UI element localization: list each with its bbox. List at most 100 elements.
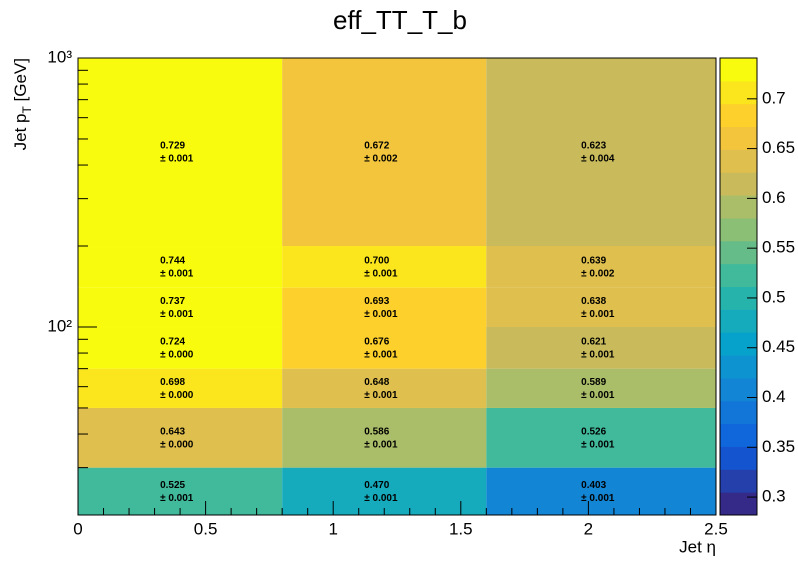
cell <box>282 368 487 408</box>
cell <box>282 467 487 515</box>
cell-value: 0.526 <box>581 426 606 437</box>
x-tick-label: 0 <box>73 519 82 538</box>
cell-value: 0.643 <box>160 426 185 437</box>
z-tick-label: 0.65 <box>762 138 795 157</box>
x-tick-label: 1.5 <box>449 519 473 538</box>
y-label-sub: T <box>20 106 34 114</box>
color-band <box>720 80 757 105</box>
z-tick-label: 0.3 <box>762 487 786 506</box>
cell-value: 0.470 <box>364 480 389 491</box>
x-tick-label: 2.5 <box>704 519 728 538</box>
cell-error: ± 0.001 <box>160 309 194 320</box>
cell-error: ± 0.004 <box>581 154 615 165</box>
color-band <box>720 469 757 493</box>
cell-error: ± 0.001 <box>160 268 194 279</box>
cell <box>282 326 487 369</box>
cell-value: 0.693 <box>364 296 389 307</box>
cell-error: ± 0.001 <box>364 390 398 401</box>
cell <box>78 246 283 288</box>
color-band <box>720 446 757 470</box>
z-tick-label: 0.55 <box>762 238 795 257</box>
cell-error: ± 0.001 <box>364 349 398 360</box>
z-tick-label: 0.5 <box>762 287 786 306</box>
color-bar-frame <box>719 57 758 516</box>
cell <box>282 58 487 247</box>
y-tick-label: 10² <box>47 316 72 335</box>
cell-value: 0.676 <box>364 336 389 347</box>
cell-error: ± 0.001 <box>581 349 615 360</box>
color-band <box>720 149 757 173</box>
cell-value: 0.698 <box>160 377 185 388</box>
color-band <box>720 332 757 356</box>
cell-error: ± 0.002 <box>364 154 398 165</box>
cell-error: ± 0.001 <box>364 309 398 320</box>
color-band <box>720 355 757 379</box>
cell <box>486 58 716 247</box>
cell <box>486 246 716 288</box>
color-band <box>720 58 757 82</box>
cell <box>486 287 716 327</box>
cell-value: 0.589 <box>581 377 606 388</box>
z-tick-label: 0.7 <box>762 88 786 107</box>
x-tick-label: 0.5 <box>194 519 218 538</box>
cell-value: 0.700 <box>364 255 389 266</box>
color-band <box>720 195 757 219</box>
cell <box>78 368 283 408</box>
cell-error: ± 0.001 <box>581 493 615 504</box>
cell-error: ± 0.000 <box>160 390 194 401</box>
cell-error: ± 0.001 <box>160 154 194 165</box>
cell-value: 0.638 <box>581 296 606 307</box>
cell-error: ± 0.002 <box>581 268 615 279</box>
cell <box>282 407 487 468</box>
color-band <box>720 263 757 287</box>
cell-value: 0.672 <box>364 141 389 152</box>
cell <box>282 287 487 327</box>
cell-value: 0.744 <box>160 255 185 266</box>
y-label-main: Jet p <box>11 114 30 151</box>
cell <box>78 326 283 369</box>
cell <box>486 407 716 468</box>
color-band <box>720 492 757 516</box>
cell-value: 0.586 <box>364 426 389 437</box>
color-band <box>720 103 757 128</box>
cell-error: ± 0.001 <box>581 309 615 320</box>
x-tick-label: 1 <box>328 519 337 538</box>
color-band <box>720 217 757 242</box>
cell-error: ± 0.000 <box>160 349 194 360</box>
z-tick-label: 0.6 <box>762 188 786 207</box>
color-band <box>720 286 757 310</box>
cell-error: ± 0.001 <box>364 493 398 504</box>
cell-error: ± 0.001 <box>581 439 615 450</box>
cell-error: ± 0.000 <box>160 439 194 450</box>
y-tick-label: 10³ <box>47 47 72 66</box>
cell <box>78 287 283 327</box>
x-tick-label: 2 <box>584 519 593 538</box>
color-band <box>720 172 757 196</box>
y-label-rest: [GeV] <box>11 58 30 106</box>
cell-value: 0.621 <box>581 336 606 347</box>
color-band <box>720 126 757 150</box>
cell <box>486 326 716 369</box>
z-tick-label: 0.35 <box>762 437 795 456</box>
axes: 0 0.5 1 1.5 2 2.5 10² 10³ <box>47 47 727 538</box>
cells: 0.525 ± 0.001 0.470 ± 0.001 0.403 ± 0.001 0.64… <box>78 58 716 515</box>
color-bar: 0.3 0.35 0.4 0.45 0.5 0.55 0.6 0.65 0.7 <box>719 57 795 516</box>
cell <box>78 58 283 247</box>
cell <box>486 467 716 515</box>
cell <box>78 467 283 515</box>
cell-error: ± 0.001 <box>364 268 398 279</box>
cell-value: 0.403 <box>581 480 606 491</box>
x-axis-label: Jet η <box>679 537 716 556</box>
color-band <box>720 377 757 402</box>
cell-error: ± 0.001 <box>581 390 615 401</box>
cell-error: ± 0.001 <box>364 439 398 450</box>
z-tick-label: 0.4 <box>762 387 786 406</box>
color-band <box>720 240 757 265</box>
cell-value: 0.525 <box>160 480 185 491</box>
cell-value: 0.639 <box>581 255 606 266</box>
color-band <box>720 400 757 425</box>
chart-title: eff_TT_T_b <box>333 5 467 35</box>
cell-value: 0.648 <box>364 377 389 388</box>
cell-value: 0.623 <box>581 141 606 152</box>
cell <box>282 246 487 288</box>
